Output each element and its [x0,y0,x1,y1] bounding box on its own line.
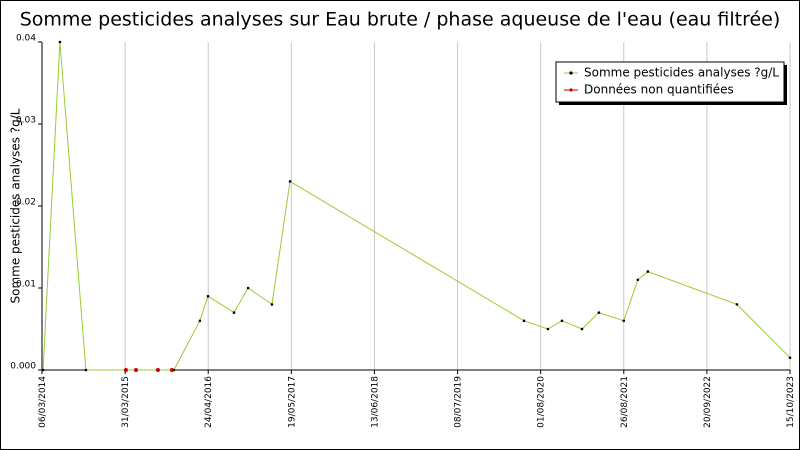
data-point [169,368,174,372]
data-point [597,311,601,314]
y-tick-label: 0.04 [16,34,36,44]
chart-title: Somme pesticides analyses sur Eau brute … [20,9,781,31]
data-point [288,180,292,183]
legend-marker [569,88,573,92]
x-tick-label: 13/06/2018 [370,376,380,428]
data-point [580,327,584,331]
data-point [560,319,564,323]
data-point [522,319,526,323]
data-point [133,368,138,372]
data-point [58,40,62,44]
data-point [232,311,236,314]
data-point [735,303,739,306]
series-line [42,41,791,371]
data-point [123,368,128,372]
x-tick-label: 01/08/2020 [537,376,547,428]
x-tick-label: 19/05/2017 [287,376,297,428]
legend [555,61,785,103]
data-point [622,319,626,323]
legend-label: Données non quantifiées [584,83,734,97]
x-tick-label: 24/04/2016 [204,376,214,428]
x-tick-label: 06/03/2014 [38,376,48,428]
data-point [206,294,210,298]
data-point [155,368,160,372]
data-point [198,319,202,323]
data-point [41,368,45,372]
y-tick-label: 0.000 [10,362,36,372]
y-tick-label: 0.02 [16,198,36,208]
x-tick-label: 08/07/2019 [454,376,464,428]
data-point [270,303,274,306]
data-point [546,327,550,331]
y-tick-label: 0.03 [16,116,36,126]
x-tick-label: 15/10/2023 [786,376,796,428]
data-point [84,368,88,372]
data-point [636,278,640,282]
legend-label: Somme pesticides analyses ?g/L [584,66,779,80]
x-tick-label: 26/08/2021 [620,376,630,428]
y-axis-label: Somme pesticides analyses ?g/L [9,108,23,303]
data-point [788,356,792,360]
x-tick-label: 20/09/2022 [703,376,713,428]
y-tick-label: 0.01 [16,280,36,290]
x-tick-label: 31/03/2015 [121,376,131,428]
legend-marker [569,71,573,75]
data-point [646,270,650,273]
data-point [246,286,250,290]
